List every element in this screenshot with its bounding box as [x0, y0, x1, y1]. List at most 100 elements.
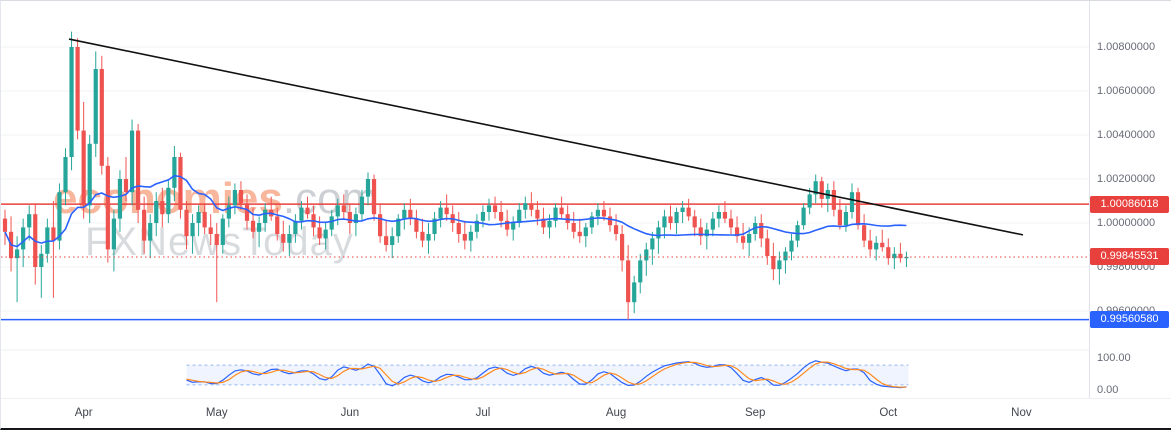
month-label-jun: Jun	[340, 407, 360, 419]
candle-body	[474, 220, 479, 232]
candle-body	[250, 220, 256, 232]
candle-body	[341, 205, 346, 212]
candle-body	[347, 212, 352, 223]
candle-body	[571, 223, 576, 232]
candle-body	[807, 194, 812, 208]
candle-body	[444, 207, 449, 215]
price-tick-label: 1.00000000	[1097, 217, 1156, 229]
candle-body	[583, 227, 588, 237]
candle-body	[505, 220, 510, 230]
candle-body	[456, 223, 461, 234]
candle-body	[136, 130, 141, 210]
candle-body	[638, 260, 643, 283]
candle-body	[99, 69, 104, 166]
moving-average-line	[4, 174, 907, 248]
month-label-nov: Nov	[1011, 407, 1032, 419]
candle-body	[716, 212, 721, 219]
candle-body	[553, 207, 558, 221]
candle-body	[813, 181, 818, 195]
month-label-oct: Oct	[879, 407, 898, 419]
candle-body	[196, 212, 201, 223]
candle-body	[862, 225, 867, 241]
month-label-jul: Jul	[475, 407, 491, 419]
candle-body	[117, 179, 123, 219]
month-label-apr: Apr	[74, 407, 93, 419]
price-tick-label: 1.00800000	[1097, 41, 1156, 53]
candle-body	[892, 253, 897, 259]
month-label-sep: Sep	[744, 407, 766, 419]
candle-body	[390, 236, 395, 245]
candle-body	[129, 130, 135, 193]
candle-body	[523, 203, 528, 210]
candle-body	[595, 209, 600, 217]
candle-body	[626, 260, 631, 303]
stoch-tick-0: 0.00	[1097, 384, 1119, 396]
stoch-tick-100: 100.00	[1097, 352, 1131, 364]
candle-body	[692, 216, 697, 228]
candle-body	[771, 256, 776, 270]
candle-body	[365, 179, 371, 197]
candle-body	[886, 247, 891, 259]
candle-body	[232, 190, 237, 206]
descending-trendline[interactable]	[68, 38, 1024, 236]
candle-body	[275, 216, 280, 234]
candle-body	[843, 212, 849, 226]
candle-body	[111, 218, 116, 250]
candle-body	[148, 223, 153, 241]
candle-body	[535, 209, 540, 219]
candle-body	[178, 157, 183, 210]
candle-body	[190, 223, 195, 237]
candle-body	[51, 227, 56, 241]
candle-body	[172, 157, 177, 188]
candle-body	[105, 165, 110, 250]
candle-body	[849, 192, 855, 212]
candle-body	[293, 220, 298, 234]
support-price-tag: 0.99560580	[1090, 311, 1169, 329]
candle-body	[244, 203, 250, 221]
candle-body	[565, 214, 570, 223]
candle-body	[613, 225, 619, 234]
candle-body	[414, 218, 419, 232]
candle-body	[154, 201, 159, 223]
candle-body	[238, 190, 244, 204]
candle-body	[577, 231, 582, 237]
candle-body	[57, 192, 62, 241]
candle-body	[305, 207, 310, 215]
candle-body	[371, 179, 377, 215]
candle-body	[160, 201, 165, 215]
candle-body	[468, 231, 473, 241]
candle-body	[123, 179, 129, 193]
candle-body	[15, 249, 20, 259]
candle-body	[281, 234, 286, 243]
candle-body	[819, 181, 824, 199]
candle-body	[480, 212, 486, 221]
candle-body	[789, 240, 794, 252]
candle-body	[299, 207, 304, 221]
candle-body	[438, 207, 443, 219]
candle-body	[432, 218, 437, 234]
candle-body	[668, 216, 673, 223]
candle-body	[855, 192, 861, 226]
candle-body	[492, 205, 498, 212]
candle-body	[39, 253, 44, 267]
price-tick-label: 1.00400000	[1097, 129, 1156, 141]
candle-body	[680, 207, 685, 212]
candle-body	[898, 253, 903, 259]
candle-body	[874, 242, 879, 250]
candle-body	[323, 229, 328, 239]
candle-body	[662, 216, 667, 228]
candle-body	[728, 218, 734, 228]
candle-body	[142, 209, 147, 241]
candle-body	[63, 157, 68, 193]
candle-body	[656, 227, 661, 239]
candle-body	[674, 212, 679, 223]
candle-body	[529, 203, 534, 210]
candle-body	[184, 209, 189, 237]
candle-body	[734, 227, 740, 237]
time-axis[interactable]: Apr May Jun Jul Aug Sep Oct Nov	[1, 398, 1171, 428]
candle-body	[765, 238, 770, 256]
candle-body	[87, 143, 92, 206]
candle-body	[607, 216, 613, 226]
candle-body	[335, 205, 340, 217]
